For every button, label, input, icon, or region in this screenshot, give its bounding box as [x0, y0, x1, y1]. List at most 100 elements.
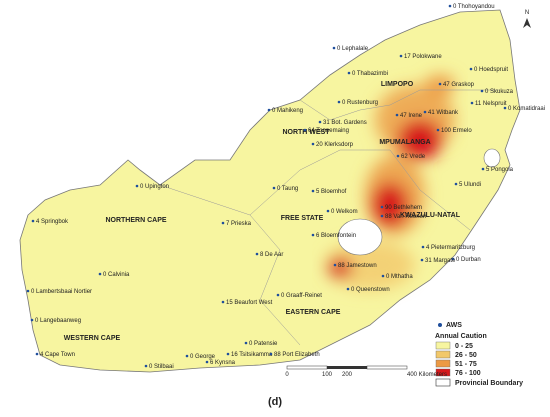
- scale-bar: [286, 365, 408, 370]
- legend-swatch: [435, 368, 451, 377]
- station-label: 0 Queenstown: [351, 287, 390, 293]
- station-label: 0 Lambertsbaai Nortier: [31, 289, 92, 295]
- station-label: 31 Margate: [425, 258, 456, 264]
- region-label: KWAZULU-NATAL: [400, 212, 461, 219]
- station: [135, 184, 139, 188]
- station: [380, 205, 384, 209]
- station: [381, 274, 385, 278]
- station: [303, 128, 307, 132]
- station-label: 4 Cape Town: [40, 352, 75, 358]
- north-arrow: [523, 18, 531, 28]
- station: [421, 245, 425, 249]
- station: [255, 252, 259, 256]
- region-label: NORTHERN CAPE: [105, 217, 166, 224]
- station: [332, 46, 336, 50]
- scale-label: 400 Kilometers: [407, 372, 447, 378]
- station-label: 0 Langebaanweg: [35, 318, 81, 324]
- station: [244, 341, 248, 345]
- station-label: 0 Stilbaai: [149, 364, 174, 370]
- station-label: 90 Bethlehem: [385, 205, 422, 211]
- region-label: FREE STATE: [281, 215, 324, 222]
- station: [267, 108, 271, 112]
- caption: (d): [268, 396, 282, 408]
- station-label: 15 Beaufort West: [226, 300, 273, 306]
- station-label: 0 Thabazimbi: [352, 71, 388, 77]
- station: [423, 110, 427, 114]
- legend-label: 51 - 75: [455, 361, 477, 368]
- station: [221, 300, 225, 304]
- station: [272, 186, 276, 190]
- station: [318, 120, 322, 124]
- north-label: N: [525, 10, 529, 16]
- station: [346, 287, 350, 291]
- station: [480, 89, 484, 93]
- station-label: 7 Prieska: [226, 221, 252, 227]
- station-label: 0 Mahikeng: [272, 108, 303, 114]
- station: [144, 364, 148, 368]
- station-label: 100 Ermelo: [441, 128, 472, 134]
- eswatini: [483, 148, 501, 168]
- station-label: 41 Witbank: [428, 110, 459, 116]
- station: [333, 263, 337, 267]
- station-label: 5 Bloemhof: [316, 189, 347, 195]
- scale-label: 100: [322, 372, 333, 378]
- station-label: 5 Pongola: [486, 167, 514, 173]
- legend-label: 26 - 50: [455, 352, 477, 359]
- station-label: 11 Nelspruit: [475, 101, 507, 107]
- lesotho: [337, 218, 383, 256]
- station: [30, 318, 34, 322]
- station: [311, 142, 315, 146]
- station: [205, 360, 209, 364]
- station: [470, 101, 474, 105]
- station: [436, 128, 440, 132]
- station-label: 0 Taung: [277, 186, 298, 192]
- station: [337, 100, 341, 104]
- station: [469, 67, 473, 71]
- region-label: EASTERN CAPE: [286, 309, 341, 316]
- station: [98, 272, 102, 276]
- station-label: 0 Mthatha: [386, 274, 413, 280]
- legend-swatch: [435, 359, 451, 368]
- country: [19, 9, 521, 373]
- station: [26, 289, 30, 293]
- station-label: 31 Bot. Gardens: [323, 120, 367, 126]
- legend-aws: AWS: [446, 322, 462, 329]
- station: [396, 154, 400, 158]
- province-border: [249, 149, 471, 231]
- station-label: 0 Hoedspruit: [474, 67, 508, 73]
- station-label: 64 Tonnemaing: [308, 128, 349, 134]
- station-label: 0 Rustenburg: [342, 100, 378, 106]
- station: [226, 352, 230, 356]
- station: [451, 257, 455, 261]
- station-label: 62 Vrede: [401, 154, 426, 160]
- legend-label: 0 - 25: [455, 343, 473, 350]
- station: [395, 113, 399, 117]
- station-label: 6 Kynsna: [210, 360, 236, 366]
- region-label: LIMPOPO: [381, 81, 414, 88]
- legend-aws-dot: [438, 323, 442, 327]
- station-label: 88 Van Reenen: [385, 214, 426, 220]
- station-label: 0 Patensie: [249, 341, 278, 347]
- station: [269, 352, 273, 356]
- station: [438, 82, 442, 86]
- legend-box: [432, 318, 544, 400]
- scale-label: 0: [285, 372, 289, 378]
- station-label: 0 Thohoyandou: [453, 4, 495, 10]
- legend-title: Annual Caution: [435, 333, 487, 340]
- province-border: [299, 89, 500, 121]
- station-label: 0 Welkom: [331, 209, 358, 215]
- station: [380, 214, 384, 218]
- scale-label: 200: [342, 372, 353, 378]
- legend-label: 76 - 100: [455, 370, 481, 377]
- legend-label: Provincial Boundary: [455, 380, 523, 387]
- legend-swatch: [435, 378, 451, 387]
- station-label: 17 Polokwane: [404, 54, 442, 60]
- station: [185, 354, 189, 358]
- station-label: 88 Jamestown: [338, 263, 377, 269]
- station-label: 0 Upington: [140, 184, 169, 190]
- station: [326, 209, 330, 213]
- station: [420, 258, 424, 262]
- station: [503, 106, 507, 110]
- station: [347, 71, 351, 75]
